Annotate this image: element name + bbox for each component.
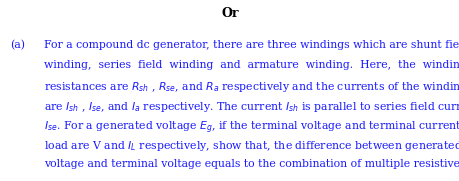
Text: voltage drops which are $I_{sh}R_a$,  $I_{sh}R_{se}$,  $I_LR_a$  and  $I_LR_{se}: voltage drops which are $I_{sh}R_a$, $I_…	[44, 179, 341, 181]
Text: $I_{se}$. For a generated voltage $E_g$, if the terminal voltage and terminal cu: $I_{se}$. For a generated voltage $E_g$,…	[44, 119, 459, 136]
Text: winding,  series  field  winding  and  armature  winding.  Here,  the  winding: winding, series field winding and armatu…	[44, 60, 459, 70]
Text: (a): (a)	[10, 40, 25, 50]
Text: For a compound dc generator, there are three windings which are shunt field: For a compound dc generator, there are t…	[44, 40, 459, 50]
Text: Or: Or	[221, 7, 238, 20]
Text: voltage and terminal voltage equals to the combination of multiple resistive: voltage and terminal voltage equals to t…	[44, 159, 459, 169]
Text: resistances are $R_{sh}$ , $R_{se}$, and $R_a$ respectively and the currents of : resistances are $R_{sh}$ , $R_{se}$, and…	[44, 80, 459, 94]
Text: are $I_{sh}$ , $I_{se}$, and $I_a$ respectively. The current $I_{sh}$ is paralle: are $I_{sh}$ , $I_{se}$, and $I_a$ respe…	[44, 100, 459, 113]
Text: load are V and $I_L$ respectively, show that, the difference between generated: load are V and $I_L$ respectively, show …	[44, 139, 459, 153]
